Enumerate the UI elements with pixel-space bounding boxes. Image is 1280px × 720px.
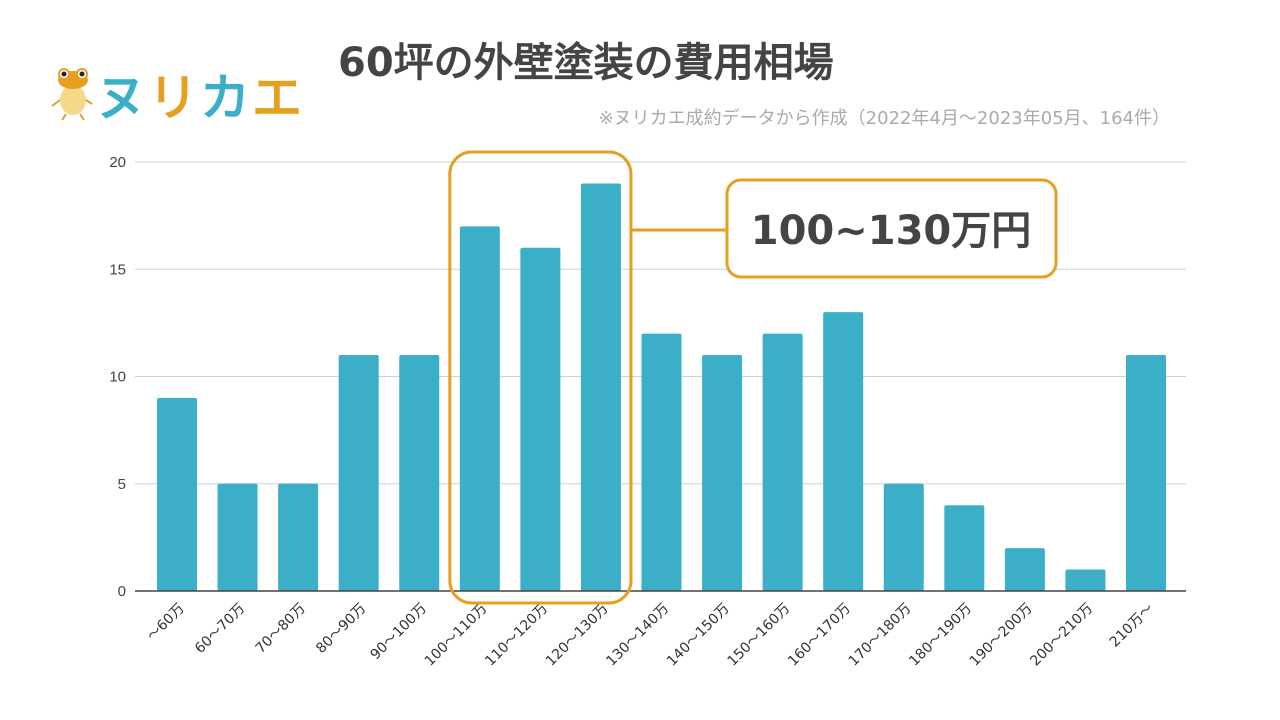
bar bbox=[1004, 548, 1045, 591]
bar bbox=[702, 355, 743, 591]
x-tick-label: 150～160万 bbox=[725, 601, 794, 670]
chart-subtitle: ※ヌリカエ成約データから作成（2022年4月～2023年05月、164件） bbox=[598, 108, 1170, 129]
bar bbox=[762, 333, 803, 591]
bar bbox=[1126, 355, 1166, 591]
x-tick-label: 110～120万 bbox=[482, 601, 551, 670]
logo-letter: カ bbox=[200, 69, 252, 127]
bar bbox=[338, 355, 379, 591]
bar bbox=[580, 183, 621, 591]
x-tick-label: 70～80万 bbox=[253, 601, 309, 657]
frog-mascot-icon bbox=[51, 68, 93, 121]
x-tick-label: 140～150万 bbox=[664, 601, 733, 670]
bar bbox=[641, 333, 682, 591]
x-tick-label: 180～190万 bbox=[906, 601, 975, 670]
x-tick-label: 170～180万 bbox=[846, 601, 915, 670]
bar bbox=[944, 505, 985, 591]
logo-letter: ヌ bbox=[96, 69, 148, 127]
y-tick-label: 0 bbox=[118, 583, 126, 600]
x-tick-label: 160～170万 bbox=[785, 601, 854, 670]
y-tick-label: 20 bbox=[109, 154, 126, 171]
logo-text: ヌリカエ bbox=[96, 58, 304, 130]
bar bbox=[459, 226, 500, 591]
x-tick-label: 90～100万 bbox=[367, 601, 430, 664]
x-tick-label: ～60万 bbox=[144, 601, 188, 645]
callout-label: 100~130万円 bbox=[751, 208, 1032, 254]
x-tick-label: 120～130万 bbox=[543, 601, 612, 670]
x-tick-label: 80～90万 bbox=[313, 601, 369, 657]
bar bbox=[278, 483, 319, 591]
bar bbox=[1065, 569, 1106, 591]
bar bbox=[217, 483, 258, 591]
x-tick-label: 190～200万 bbox=[967, 601, 1036, 670]
y-tick-label: 5 bbox=[118, 476, 126, 493]
logo-letter: リ bbox=[148, 69, 200, 127]
x-tick-label: 200～210万 bbox=[1027, 601, 1096, 670]
bar bbox=[823, 312, 864, 591]
chart-title: 60坪の外壁塗装の費用相場 bbox=[338, 40, 834, 86]
x-tick-label: 100～110万 bbox=[422, 601, 491, 670]
x-tick-label: 60～70万 bbox=[192, 601, 248, 657]
callout-box bbox=[725, 178, 1058, 279]
highlight-box bbox=[448, 150, 633, 605]
y-tick-label: 15 bbox=[109, 261, 126, 278]
x-tick-label: 130～140万 bbox=[603, 601, 672, 670]
bar bbox=[157, 397, 197, 591]
bar bbox=[399, 355, 440, 591]
bar bbox=[883, 483, 924, 591]
x-tick-label: 210万～ bbox=[1107, 601, 1157, 651]
logo-letter: エ bbox=[252, 69, 304, 127]
bar bbox=[520, 247, 561, 592]
y-tick-label: 10 bbox=[109, 369, 126, 386]
logo: ヌリカエ bbox=[50, 58, 304, 130]
